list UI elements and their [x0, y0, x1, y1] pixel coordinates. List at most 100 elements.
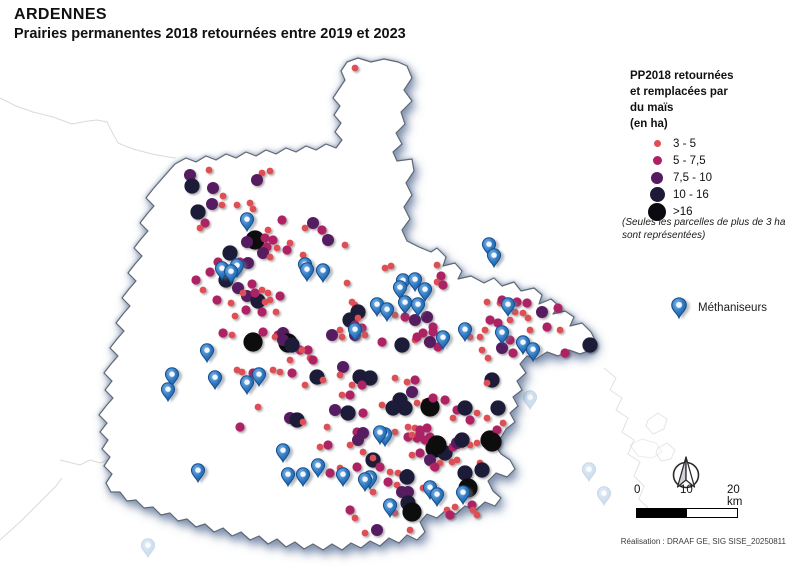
parcel-dot [260, 233, 270, 243]
parcel-dot [235, 422, 245, 432]
parcel-dot [445, 510, 455, 520]
parcel-dot [493, 318, 503, 328]
legend-title-line: (en ha) [630, 118, 668, 130]
parcel-dot [343, 279, 351, 287]
parcel-dot [184, 178, 200, 194]
parcel-dot [483, 414, 491, 422]
legend-dot-box [646, 187, 668, 202]
parcel-dot [387, 262, 395, 270]
parcel-dot [246, 199, 254, 207]
parcel-dot [200, 218, 210, 228]
methaniser-pin-faded [522, 390, 538, 410]
parcel-dot [319, 376, 327, 384]
legend-dot-box [646, 171, 668, 184]
parcel-dot [299, 251, 307, 259]
legend-item: 3 - 5 [646, 135, 795, 152]
legend-item-label: 7,5 - 10 [673, 171, 712, 184]
parcel-dot [266, 253, 274, 261]
parcel-dot [190, 204, 206, 220]
parcel-dot [375, 462, 385, 472]
parcel-dot [348, 381, 356, 389]
parcel-dot [522, 298, 532, 308]
scale-bar-filled-half [637, 509, 687, 517]
parcel-dot [258, 169, 266, 177]
legend-item-label: 10 - 16 [673, 188, 709, 201]
parcel-dot [337, 361, 349, 373]
parcel-dot [299, 418, 307, 426]
parcel-dot [457, 465, 473, 481]
parcel-dot [205, 267, 215, 277]
parcel-dot [408, 431, 416, 439]
parcel-dot [241, 305, 251, 315]
map-subtitle: Prairies permanentes 2018 retournées ent… [14, 26, 406, 42]
parcel-dot [412, 332, 422, 342]
parcel-dot [556, 326, 564, 334]
parcel-dot [219, 192, 227, 200]
parcel-dot [243, 332, 263, 352]
parcel-dot [301, 224, 309, 232]
parcel-dot [409, 314, 421, 326]
legend-dot-icon [652, 156, 662, 165]
parcel-dot [473, 409, 481, 417]
parcel-dot [490, 400, 506, 416]
scale-label: 0 [634, 484, 641, 496]
parcel-dot [378, 401, 386, 409]
parcel-dot [377, 337, 387, 347]
parcel-dot [369, 454, 377, 462]
parcel-dot [393, 481, 401, 489]
parcel-dot [428, 393, 438, 403]
legend-item: 7,5 - 10 [646, 169, 795, 186]
parcel-dot [483, 379, 491, 387]
legend-title-line: PP2018 retournées [630, 70, 734, 82]
parcel-dot [336, 371, 344, 379]
parcel-dot [298, 346, 306, 354]
parcel-dot [449, 414, 457, 422]
parcel-dot [403, 378, 411, 386]
parcel-dot [381, 264, 389, 272]
parcel-dot [273, 244, 281, 252]
parcel-dot [241, 236, 253, 248]
neighbor-boundaries [0, 97, 676, 541]
legend-item-label: >16 [673, 205, 693, 218]
parcel-dot [369, 488, 377, 496]
parcel-dot [542, 322, 552, 332]
parcel-dot [469, 506, 477, 514]
parcel-dot [271, 333, 279, 341]
legend-title-line: et remplacées par [630, 86, 728, 98]
parcel-dot [323, 440, 333, 450]
parcel-dot [346, 441, 354, 449]
parcel-dot [453, 456, 461, 464]
parcel-dot [317, 225, 327, 235]
parcel-dot [451, 503, 459, 511]
parcel-dot [358, 408, 368, 418]
page-title: ARDENNES [14, 6, 107, 23]
legend-items: 3 - 5 5 - 7,5 7,5 - 10 10 - 16 >16 [630, 135, 795, 221]
legend-note: (Seules les parcelles de plus de 3 ha so… [622, 216, 794, 242]
parcel-dot [336, 326, 344, 334]
attribution: Réalisation : DRAAF GE, SIG SISE_2025081… [620, 537, 786, 546]
parcel-dot [402, 502, 422, 522]
parcel-dot [276, 368, 284, 376]
parcel-dot [386, 468, 394, 476]
parcel-dot [307, 217, 319, 229]
parcel-dot [359, 448, 367, 456]
legend-dot-box [646, 156, 668, 165]
parcel-dot [406, 386, 418, 398]
parcel-dot [508, 348, 518, 358]
parcel-dot [268, 235, 278, 245]
methaniser-pin-faded [140, 538, 156, 558]
parcel-dot [438, 280, 448, 290]
scale-label: 20 km [727, 484, 743, 508]
parcel-dot [430, 462, 440, 472]
parcel-dot [499, 419, 507, 427]
north-arrow-icon [672, 456, 700, 489]
parcel-dot [238, 368, 246, 376]
parcel-dot [249, 205, 257, 213]
parcel-dot [427, 435, 447, 455]
parcel-dot [272, 308, 280, 316]
parcel-dot [325, 468, 335, 478]
parcel-dot [303, 345, 313, 355]
parcel-dot [286, 239, 294, 247]
parcel-dot [465, 415, 475, 425]
parcel-dot [492, 425, 502, 435]
